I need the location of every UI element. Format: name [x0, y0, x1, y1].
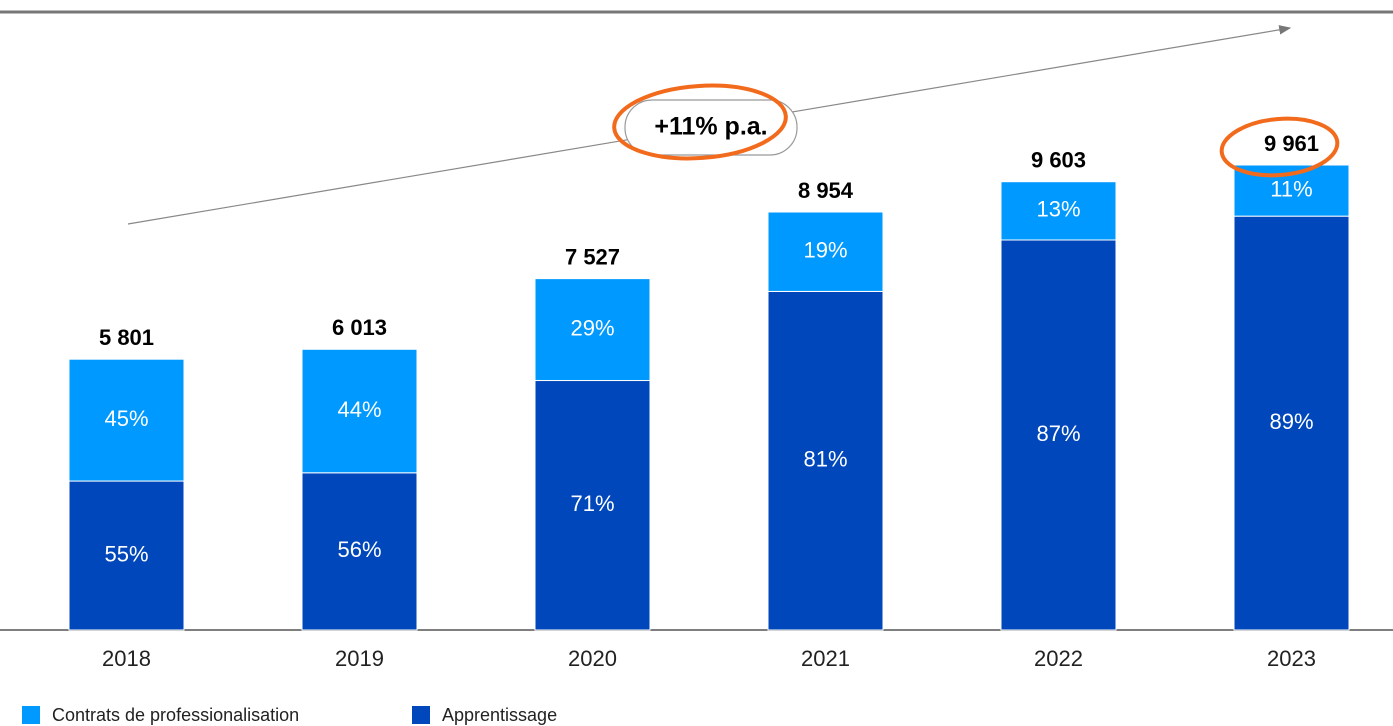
segment-label: 19% [803, 238, 847, 263]
bar-segment [1233, 215, 1350, 631]
bar-segment [301, 472, 418, 631]
bar-segment [534, 380, 651, 631]
legend-swatch [22, 706, 40, 724]
x-tick-label: 2023 [1267, 646, 1316, 671]
segment-label: 71% [570, 491, 614, 516]
x-tick-label: 2022 [1034, 646, 1083, 671]
segment-label: 56% [337, 537, 381, 562]
legend-label: Contrats de professionalisation [52, 705, 299, 725]
segment-label: 29% [570, 315, 614, 340]
segment-label: 87% [1036, 421, 1080, 446]
x-tick-label: 2018 [102, 646, 151, 671]
total-label: 9 961 [1264, 131, 1319, 156]
x-tick-label: 2021 [801, 646, 850, 671]
segment-label: 55% [104, 541, 148, 566]
total-label: 8 954 [798, 178, 854, 203]
bar-segment [534, 278, 651, 382]
bar-segment [301, 348, 418, 474]
bar-segment [1000, 181, 1117, 241]
highlight-circle [612, 83, 788, 161]
total-label: 5 801 [99, 325, 154, 350]
annotation-pill [624, 99, 798, 156]
segment-label: 89% [1269, 409, 1313, 434]
segment-label: 11% [1270, 176, 1312, 201]
bar-segment [1000, 239, 1117, 631]
bar-segment [767, 211, 884, 292]
bar-segment [767, 290, 884, 631]
total-label: 6 013 [332, 315, 387, 340]
bar-segment [68, 358, 185, 482]
segment-label: 13% [1036, 197, 1080, 222]
segment-label: 45% [104, 406, 148, 431]
highlight-circle [1219, 116, 1340, 178]
annotation: +11% p.a. [654, 113, 767, 141]
legend-swatch [412, 706, 430, 724]
total-label: 9 603 [1031, 148, 1086, 173]
x-tick-label: 2019 [335, 646, 384, 671]
segment-label: 44% [337, 397, 381, 422]
x-tick-label: 2020 [568, 646, 617, 671]
legend-label: Apprentissage [442, 705, 557, 725]
segment-label: 81% [803, 447, 847, 472]
total-label: 7 527 [565, 244, 620, 269]
